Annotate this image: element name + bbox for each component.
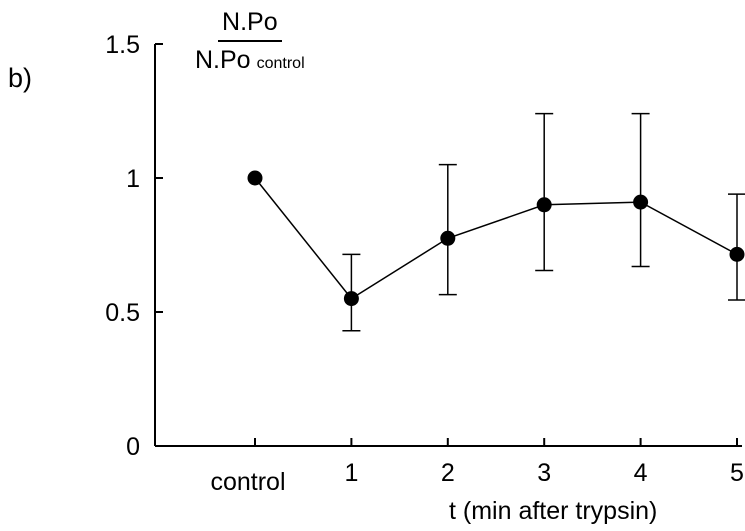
data-point [343,291,359,307]
data-point [633,194,649,210]
x-tick-label: 2 [441,459,455,487]
error-bars [342,112,745,332]
data-points [247,170,745,307]
x-tick-label: 4 [634,459,648,487]
data-point [247,170,263,186]
data-point [536,197,552,213]
data-point [729,246,745,262]
y-label-denominator-text: N.Po [195,46,251,74]
y-axis-label: N.Po N.Po control [195,8,305,75]
y-label-denominator: N.Po control [195,46,305,75]
x-tick-label: control [210,468,285,496]
y-tick-label: 1 [126,165,140,193]
y-tick-label: 0.5 [105,299,140,327]
y-tick-label: 0 [126,433,140,461]
series-line [254,177,738,300]
y-tick-label: 1.5 [105,31,140,59]
data-point [440,230,456,246]
x-ticks: control 1 2 3 4 5 [210,438,744,496]
y-label-numerator: N.Po [218,8,282,42]
x-tick-label: 5 [730,459,744,487]
error-bar [535,112,554,272]
x-axis-label: t (min after trypsin) [449,497,658,525]
x-tick-label: 1 [344,459,358,487]
x-tick-label: 3 [537,459,551,487]
panel-label: b) [8,63,33,93]
y-ticks: 0 0.5 1 1.5 [105,31,163,461]
error-bar [438,163,457,296]
y-label-subscript: control [256,55,305,72]
error-bar [631,112,650,268]
